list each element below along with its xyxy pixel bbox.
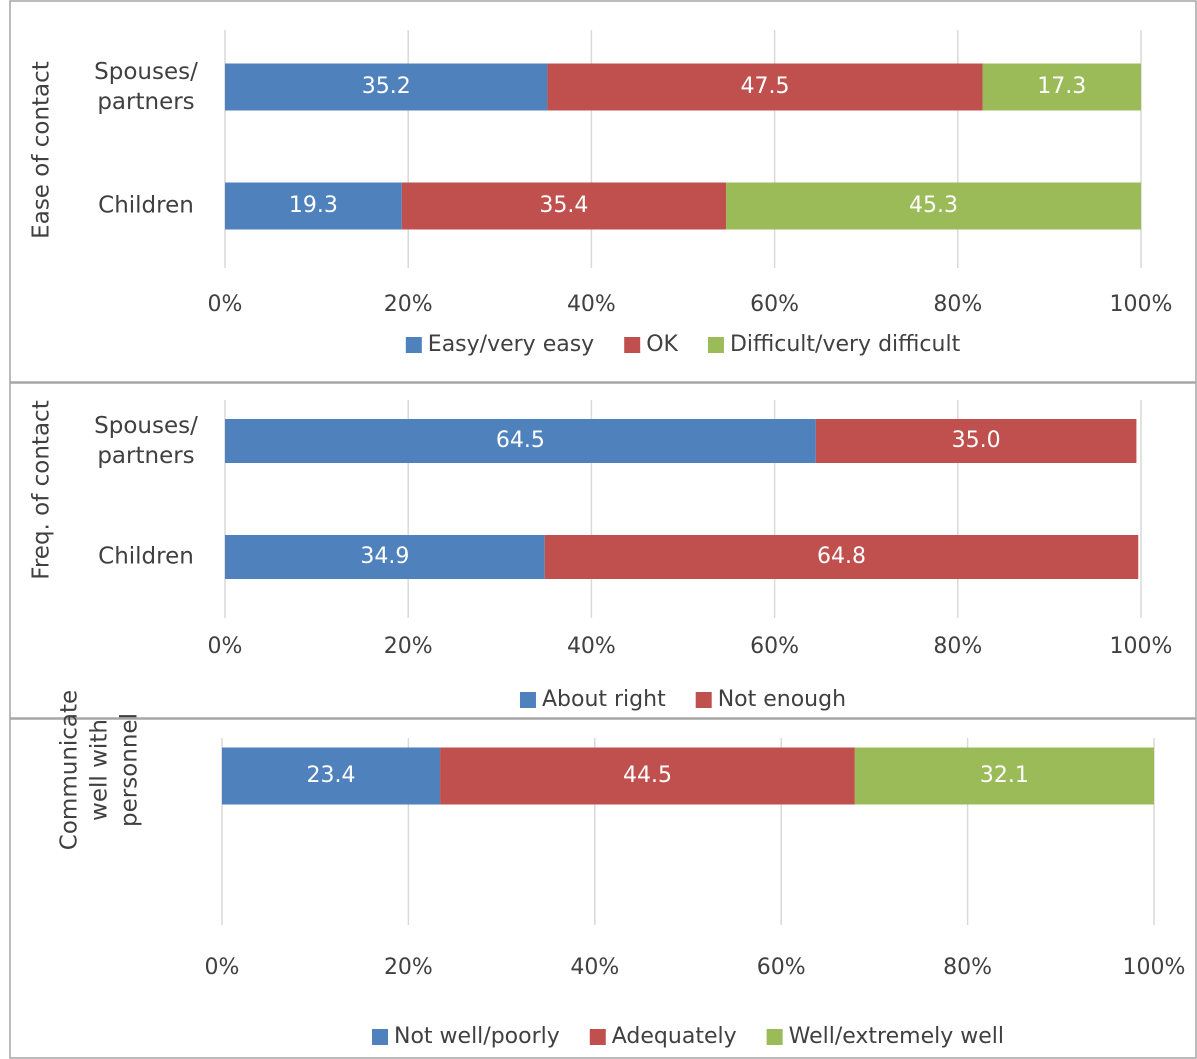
y-axis-title: Freq. of contact [29,400,55,579]
data-label: 34.9 [360,544,409,569]
data-label: 64.5 [496,428,545,453]
legend-label: Not well/poorly [394,1024,560,1049]
legend-swatch [519,692,536,708]
x-tick-label: 100% [1110,292,1173,317]
bar-segment [544,535,1139,579]
data-label: 45.3 [909,193,958,218]
x-tick-label: 80% [943,955,992,980]
panel-frame [9,718,1197,1059]
legend-label: Well/extremely well [789,1024,1004,1049]
x-tick-label: 40% [567,634,616,659]
bar-segment [225,182,402,230]
bar-segment [225,63,548,111]
data-label: 64.8 [817,544,866,569]
x-tick-label: 20% [384,292,433,317]
bar-segment [726,182,1141,230]
legend-swatch [405,337,422,353]
panel-frame [9,0,1197,383]
x-tick-label: 40% [567,292,616,317]
legend-label: Difficult/very difficult [730,332,961,357]
legend-label: OK [646,332,678,357]
bar-segment [854,747,1154,805]
y-axis-title: well with [87,719,113,821]
legend: Easy/very easy OK Difficult/very difficult [405,332,961,357]
bar-segment [401,182,727,230]
bar-segment [547,63,983,111]
x-tick-label: 100% [1110,634,1173,659]
data-label: 17.3 [1037,74,1086,99]
bar-segment [222,747,441,805]
x-tick-label: 20% [384,634,433,659]
legend-label: Easy/very easy [428,332,594,357]
legend-label: Adequately [612,1024,737,1049]
legend: Not well/poorly Adequately Well/extremely … [372,1024,1004,1049]
y-axis-title: personnel [117,713,143,827]
legend-swatch [372,1029,388,1045]
data-label: 35.2 [362,74,411,99]
x-tick-label: 60% [750,634,799,659]
data-label: 47.5 [740,74,789,99]
x-tick-label: 0% [208,634,243,659]
legend-swatch [766,1029,783,1045]
x-tick-label: 80% [933,634,982,659]
y-axis-title: Ease of contact [29,61,55,239]
data-label: 35.4 [539,193,588,218]
legend-swatch [624,337,641,353]
bar-segment [815,419,1137,463]
bar-segment [440,747,855,805]
data-label: 23.4 [307,763,356,788]
data-label: 19.3 [289,193,338,218]
category-label: Children [98,193,194,219]
bar-segment [225,535,545,579]
x-tick-label: 60% [757,955,806,980]
panel-frame [9,382,1197,719]
bar-segment [982,63,1141,111]
legend-label: About right [542,687,666,712]
y-axis-title: Communicate [57,690,83,850]
x-tick-label: 80% [933,292,982,317]
x-tick-label: 0% [208,292,243,317]
legend-label: Not enough [718,687,846,712]
data-label: 35.0 [952,428,1001,453]
data-label: 44.5 [623,763,672,788]
x-tick-label: 0% [205,955,240,980]
data-label: 32.1 [980,763,1029,788]
legend: About right Not enough [519,687,846,712]
bar-segment [225,419,816,463]
category-label: Spouses/partners [94,413,198,469]
x-tick-label: 100% [1123,955,1186,980]
legend-swatch [589,1029,606,1045]
category-label: Spouses/partners [94,59,198,115]
legend-swatch [707,337,724,353]
x-tick-label: 40% [570,955,619,980]
category-label: Children [98,544,194,570]
legend-swatch [695,692,712,708]
x-tick-label: 60% [750,292,799,317]
x-tick-label: 20% [384,955,433,980]
